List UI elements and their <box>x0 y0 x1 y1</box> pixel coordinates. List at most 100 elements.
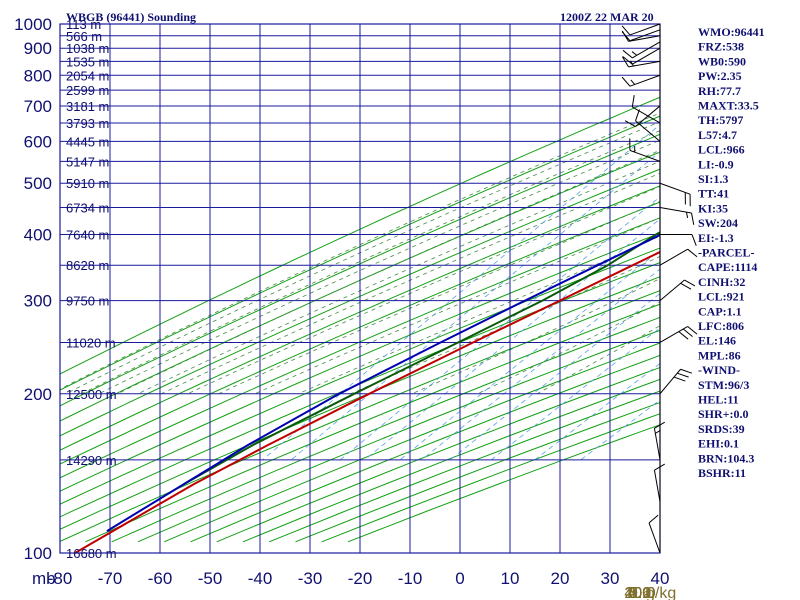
dry-adiabat <box>60 276 660 530</box>
mixing-ratio-label: 40.0 <box>624 585 655 600</box>
wind-barb-feather <box>630 79 636 85</box>
stability-indices-panel: WMO:96441FRZ:538WB0:590PW:2.35RH:77.7MAX… <box>698 25 765 480</box>
index-value: KI:35 <box>698 201 728 215</box>
temperature-tick-label: 30 <box>601 569 620 588</box>
height-label: 6734 m <box>66 200 109 215</box>
dry-adiabat <box>60 96 660 375</box>
wind-barb-feather <box>624 120 636 127</box>
temperature-tick-label: -10 <box>398 569 423 588</box>
height-label: 11020 m <box>66 335 116 350</box>
wind-barb-staff <box>648 522 661 554</box>
height-label: 2599 m <box>66 83 109 98</box>
moist-adiabat <box>137 160 660 395</box>
index-value: CAPE:1114 <box>698 260 757 274</box>
moist-adiabat <box>187 186 660 395</box>
index-value: LCL:966 <box>698 143 745 157</box>
wind-barb-staff <box>632 106 661 124</box>
pressure-tick-label: 900 <box>24 39 52 58</box>
wind-barb-staff <box>635 120 661 142</box>
moist-adiabat <box>60 112 660 390</box>
dry-adiabat <box>60 232 660 492</box>
index-value: L57:4.7 <box>698 128 737 142</box>
adiabat-background <box>60 96 660 543</box>
wind-barb-feather <box>680 368 693 374</box>
wind-barb-feather <box>654 421 666 429</box>
index-value: EHI:0.1 <box>698 437 739 451</box>
wind-barb-staff <box>628 35 661 42</box>
wind-barb-staff <box>659 206 692 214</box>
wind-barb-staff <box>659 326 688 343</box>
wind-barb-feather <box>621 30 629 42</box>
wind-barb-staff <box>659 279 685 301</box>
dry-adiabat <box>60 115 660 391</box>
parcel-trace <box>106 233 660 532</box>
index-value: BSHR:11 <box>698 466 746 480</box>
height-label: 113 m <box>66 17 101 32</box>
mixing-ratio-label: 3.0 <box>629 585 651 600</box>
height-label: 4445 m <box>66 134 109 149</box>
mixing-ratio-label: 20.0 <box>624 585 655 600</box>
dry-adiabat <box>60 217 660 479</box>
mixing-ratio-label: 2.0 <box>629 585 651 600</box>
wind-barb-feather <box>677 372 689 378</box>
height-label: 14290 m <box>66 453 117 468</box>
index-value: RH:77.7 <box>698 84 741 98</box>
sounding-traces <box>74 231 660 553</box>
wind-barb-feather <box>622 49 633 59</box>
dry-adiabat <box>60 201 660 465</box>
wind-barb-staff <box>632 41 661 59</box>
mixing-ratio-label: 1.0 <box>629 585 651 600</box>
dry-adiabat <box>60 185 660 451</box>
index-value: SI:1.3 <box>698 172 728 186</box>
index-value: SRDS:39 <box>698 422 745 436</box>
height-label: 5147 m <box>66 154 109 169</box>
index-value: CAP:1.1 <box>698 304 742 318</box>
index-value: CINH:32 <box>698 275 745 289</box>
height-label: 5910 m <box>66 176 109 191</box>
mixing-ratio-label: 0.6 <box>629 585 651 600</box>
index-value: HEL:11 <box>698 393 739 407</box>
wind-barb-staff <box>659 248 688 266</box>
pressure-tick-label: 800 <box>24 66 52 85</box>
index-value: LFC:806 <box>698 319 744 333</box>
dry-adiabat <box>85 303 660 543</box>
height-label: 1038 m <box>66 41 109 56</box>
temperature-tick-label: -30 <box>298 569 323 588</box>
height-label: 16680 m <box>66 546 117 561</box>
dry-adiabat <box>137 329 660 543</box>
index-value: FRZ:538 <box>698 40 744 54</box>
height-label: 8628 m <box>66 258 109 273</box>
wind-barb-staff <box>629 149 661 162</box>
pressure-unit-label: mb <box>32 569 56 588</box>
index-value: -WIND- <box>698 363 740 377</box>
index-value: STM:96/3 <box>698 378 749 392</box>
wind-barb-staff <box>632 47 661 65</box>
mixing-ratio-line <box>421 268 660 461</box>
pressure-tick-label: 400 <box>24 226 52 245</box>
index-value: SW:204 <box>698 216 738 230</box>
mixing-ratio-label: 5.0 <box>629 585 651 600</box>
temperature-tick-label: -50 <box>198 569 223 588</box>
wind-barb-staff <box>659 182 691 195</box>
valid-time: 1200Z 22 MAR 20 <box>560 10 654 24</box>
mixing-ratio-label: 10.0 <box>624 585 655 600</box>
mixing-ratio-label: 0.1 <box>629 585 651 600</box>
wind-barb-feather <box>684 279 696 287</box>
temperature-tick-label: -40 <box>248 569 273 588</box>
index-value: -PARCEL- <box>698 246 754 260</box>
wind-barb-staff <box>653 470 661 502</box>
index-value: EL:146 <box>698 334 736 348</box>
wind-barb-feather <box>621 56 629 68</box>
wind-barb-staff <box>628 60 661 68</box>
wind-barb-staff <box>629 29 661 42</box>
wind-barb-feather <box>673 376 686 382</box>
pressure-tick-label: 500 <box>24 174 52 193</box>
dewpoint-trace <box>183 231 660 485</box>
wind-barb-feather <box>682 328 693 338</box>
index-value: TH:5797 <box>698 113 743 127</box>
height-label: 3793 m <box>66 116 109 131</box>
pressure-tick-label: 300 <box>24 292 52 311</box>
temperature-tick-label: -20 <box>348 569 373 588</box>
wind-barb-feather <box>621 76 631 87</box>
